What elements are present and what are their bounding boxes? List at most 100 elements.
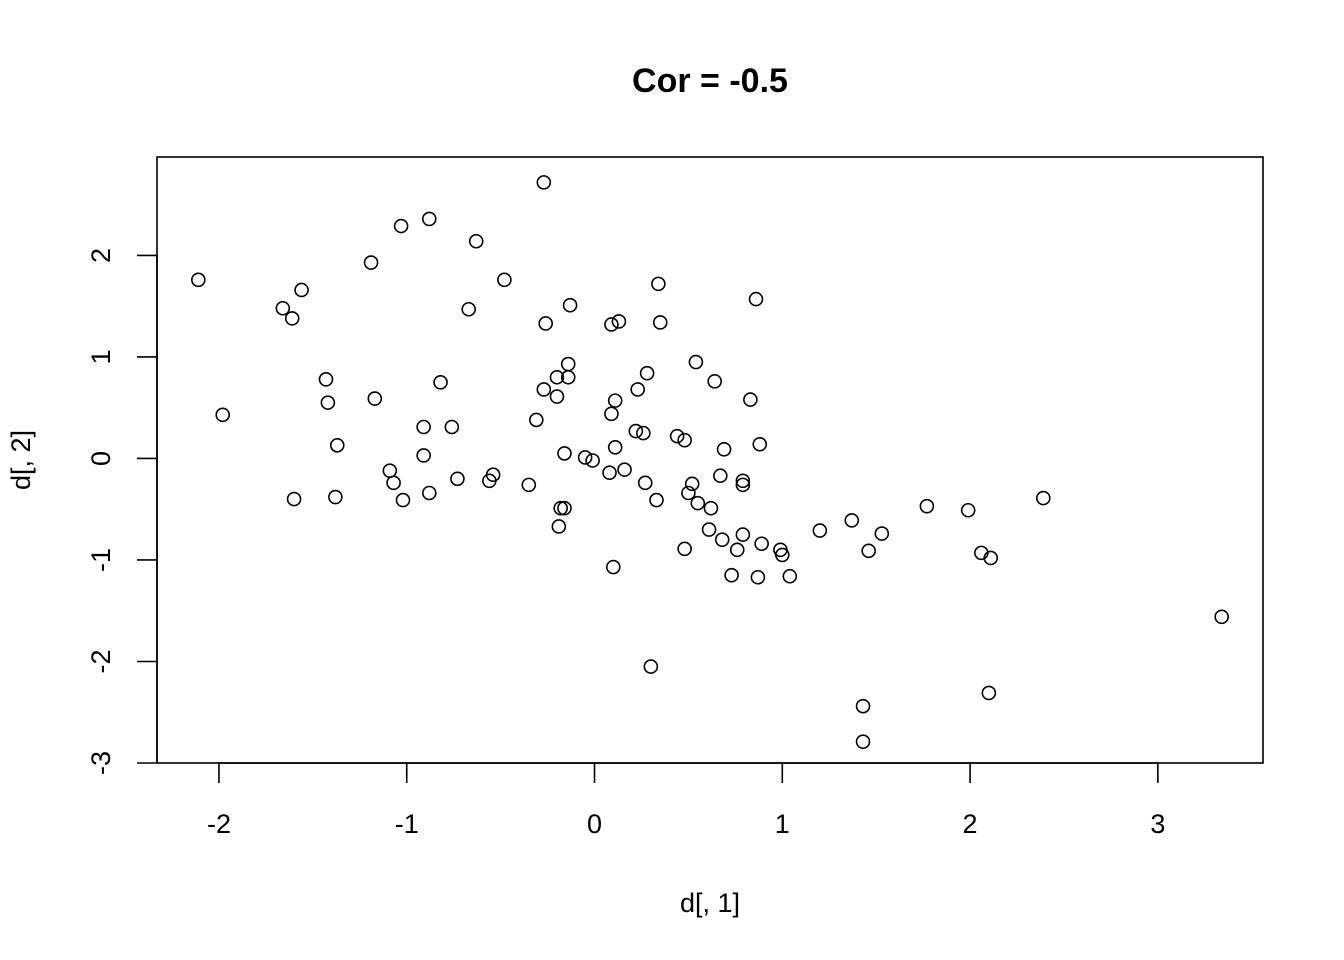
data-point	[482, 473, 497, 489]
data-point	[716, 442, 732, 457]
data-point	[605, 559, 621, 575]
x-axis-label: d[, 1]	[680, 888, 740, 918]
data-point	[607, 440, 623, 455]
data-point	[318, 372, 334, 387]
y-tick-label: 2	[86, 248, 116, 263]
data-point	[461, 301, 477, 317]
data-point	[536, 175, 552, 190]
data-point	[611, 314, 627, 329]
y-tick-label: -3	[86, 751, 116, 775]
data-point	[750, 569, 766, 585]
data-point	[560, 369, 576, 385]
data-point	[855, 698, 871, 714]
data-point	[743, 392, 758, 407]
data-point	[557, 446, 572, 461]
data-point	[628, 423, 644, 439]
data-point	[782, 568, 798, 584]
data-point	[421, 485, 437, 501]
y-tick-label: -1	[86, 548, 116, 572]
data-point	[812, 523, 828, 538]
data-point	[560, 356, 576, 372]
data-point	[286, 491, 302, 507]
data-point	[416, 419, 431, 435]
data-point	[652, 315, 668, 330]
data-point	[444, 419, 460, 435]
data-point	[639, 365, 655, 381]
data-point	[754, 536, 769, 552]
data-point	[677, 432, 692, 448]
x-tick-label: 0	[587, 809, 602, 839]
data-point	[617, 462, 632, 477]
data-point	[748, 291, 764, 307]
data-point	[636, 425, 651, 441]
data-point	[919, 498, 935, 514]
data-point	[677, 541, 692, 557]
data-point	[275, 300, 291, 316]
data-point	[681, 485, 696, 501]
chart-title: Cor = -0.5	[632, 62, 788, 100]
data-point	[585, 453, 600, 468]
data-point	[714, 532, 730, 547]
y-axis: -3 -2 -1 0 1 2	[86, 248, 158, 775]
data-point	[536, 382, 552, 397]
data-point	[468, 233, 484, 249]
data-point	[688, 354, 704, 370]
data-point	[328, 489, 343, 505]
y-tick-label: -2	[86, 649, 116, 673]
data-points	[191, 175, 1229, 749]
data-point	[393, 218, 409, 234]
data-point	[752, 436, 768, 452]
data-point	[363, 255, 379, 270]
data-point	[724, 567, 739, 583]
x-tick-label: 3	[1150, 809, 1165, 839]
data-point	[557, 500, 572, 516]
data-point	[844, 513, 860, 528]
data-point	[960, 502, 976, 518]
data-point	[549, 369, 565, 385]
data-point	[735, 527, 751, 542]
data-point	[191, 272, 206, 288]
data-point	[735, 477, 751, 493]
data-point	[707, 374, 722, 389]
data-point	[735, 473, 751, 489]
x-tick-label: 2	[963, 809, 978, 839]
data-point	[577, 450, 593, 465]
data-point	[450, 471, 465, 487]
data-point	[651, 276, 666, 292]
data-point	[562, 297, 578, 313]
y-axis-label: d[, 2]	[6, 430, 36, 490]
data-point	[1214, 609, 1229, 625]
data-point	[607, 393, 623, 408]
data-point	[981, 685, 997, 701]
data-point	[215, 407, 231, 423]
data-point	[521, 477, 537, 493]
y-tick-label: 1	[86, 349, 116, 364]
data-point	[774, 547, 790, 563]
data-point	[649, 492, 664, 508]
data-point	[395, 492, 411, 508]
data-point	[604, 317, 619, 332]
data-point	[703, 500, 719, 516]
data-point	[433, 375, 448, 390]
data-point	[630, 382, 646, 397]
y-tick-label: 0	[86, 451, 116, 466]
data-point	[729, 542, 745, 558]
plot-frame	[156, 156, 1264, 764]
data-point	[367, 391, 383, 406]
data-point	[497, 272, 512, 288]
data-point	[643, 659, 659, 674]
data-point	[553, 500, 569, 516]
data-point	[637, 475, 653, 491]
data-point	[855, 734, 871, 749]
data-point	[701, 522, 717, 537]
data-point	[538, 316, 553, 331]
x-axis: -2 -1 0 1 2 3	[207, 762, 1165, 839]
x-tick-label: -2	[207, 809, 231, 839]
data-point	[529, 412, 544, 428]
data-point	[690, 495, 706, 511]
data-point	[549, 389, 565, 404]
data-point	[294, 282, 309, 298]
data-point	[386, 475, 401, 491]
data-point	[382, 463, 398, 478]
